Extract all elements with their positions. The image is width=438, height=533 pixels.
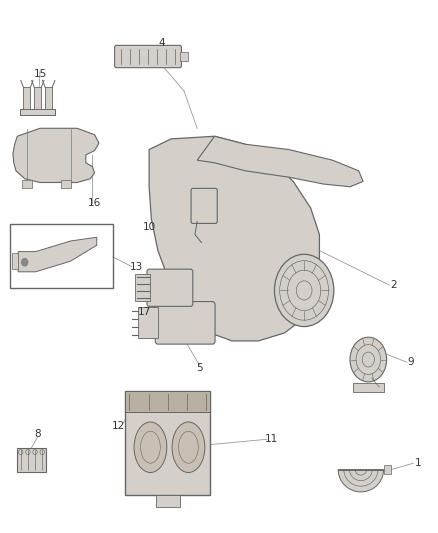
Bar <box>17 448 46 472</box>
FancyBboxPatch shape <box>115 45 181 68</box>
Bar <box>135 274 150 301</box>
Bar <box>125 391 210 495</box>
Bar <box>384 465 392 474</box>
FancyBboxPatch shape <box>191 188 217 223</box>
Text: 17: 17 <box>138 306 152 317</box>
Text: 1: 1 <box>414 458 421 468</box>
Polygon shape <box>338 470 384 492</box>
Text: 10: 10 <box>143 222 155 232</box>
FancyBboxPatch shape <box>155 302 215 344</box>
Text: 8: 8 <box>35 429 41 439</box>
Bar <box>180 52 187 61</box>
Text: 2: 2 <box>390 280 397 290</box>
Text: 9: 9 <box>408 357 414 367</box>
Circle shape <box>350 337 387 382</box>
Text: 11: 11 <box>265 434 278 445</box>
Ellipse shape <box>172 422 205 472</box>
Ellipse shape <box>134 422 167 472</box>
Text: 16: 16 <box>88 198 101 208</box>
Bar <box>45 87 52 109</box>
Polygon shape <box>149 136 319 341</box>
Text: 4: 4 <box>159 38 166 48</box>
Bar <box>155 495 180 507</box>
Text: 5: 5 <box>196 362 203 373</box>
Bar <box>61 180 71 188</box>
Polygon shape <box>18 237 97 272</box>
Polygon shape <box>197 136 363 187</box>
Text: 12: 12 <box>112 421 125 431</box>
Bar <box>20 109 55 115</box>
Polygon shape <box>13 128 99 182</box>
Bar <box>353 383 384 392</box>
FancyBboxPatch shape <box>147 269 193 306</box>
Text: 13: 13 <box>129 262 143 271</box>
Bar <box>12 253 18 269</box>
Bar <box>125 391 210 411</box>
Circle shape <box>21 259 28 266</box>
Circle shape <box>275 254 334 327</box>
Polygon shape <box>138 308 158 338</box>
Text: 15: 15 <box>33 69 46 79</box>
Bar <box>21 180 32 188</box>
Bar <box>34 87 41 109</box>
Bar <box>11 224 113 288</box>
Bar <box>23 87 30 109</box>
